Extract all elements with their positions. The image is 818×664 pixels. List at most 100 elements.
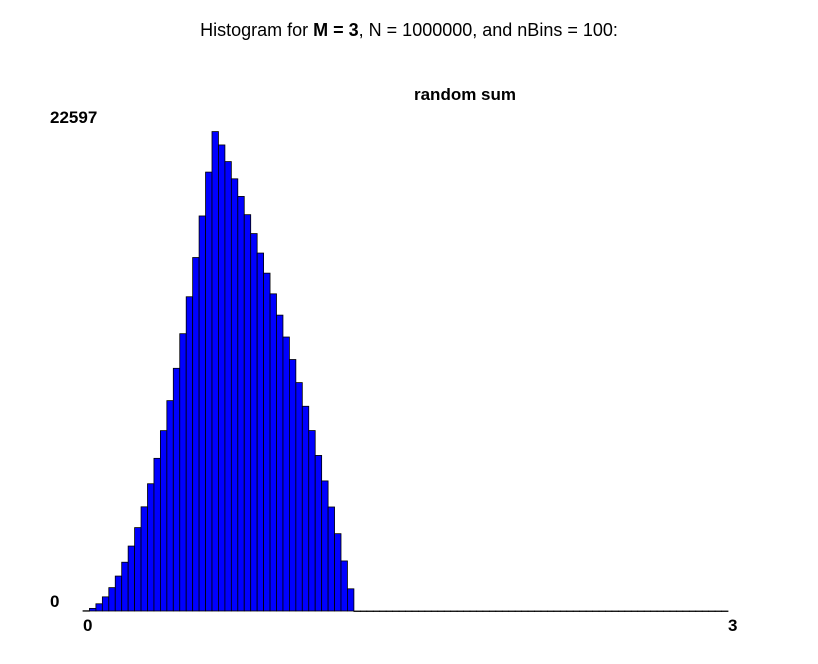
histogram-bar-26 xyxy=(243,214,252,612)
histogram-bar-89 xyxy=(650,610,658,612)
histogram-bar-78 xyxy=(579,610,587,612)
histogram-bar-84 xyxy=(617,610,626,612)
x-tick-label-min: 0 xyxy=(83,616,92,635)
histogram-bar-41 xyxy=(340,560,348,612)
histogram-bar-77 xyxy=(572,610,581,612)
histogram-bar-82 xyxy=(605,610,613,612)
x-tick-label-max: 3 xyxy=(728,616,737,635)
histogram-bar-76 xyxy=(566,610,574,612)
histogram-bar-54 xyxy=(424,610,432,612)
histogram-bar-75 xyxy=(559,610,568,612)
histogram-bar-32 xyxy=(282,336,290,612)
histogram-bar-35 xyxy=(301,405,310,612)
histogram-bar-13 xyxy=(159,430,168,612)
histogram-bar-79 xyxy=(585,610,593,612)
histogram-bar-90 xyxy=(656,610,664,612)
heading-suffix: , N = 1000000, and nBins = 100: xyxy=(358,20,618,40)
chart-title: random sum xyxy=(414,85,516,104)
histogram-bar-49 xyxy=(392,610,400,612)
histogram-bar-93 xyxy=(676,610,684,612)
histogram-bar-53 xyxy=(417,610,426,612)
histogram-bar-15 xyxy=(172,367,181,612)
histogram-bar-7 xyxy=(121,561,129,612)
histogram-bar-3 xyxy=(95,603,103,612)
histogram-bar-27 xyxy=(250,233,258,612)
histogram-bar-69 xyxy=(521,610,529,612)
histogram-bar-18 xyxy=(192,257,200,612)
histogram-bar-39 xyxy=(327,506,335,612)
histogram-bar-59 xyxy=(456,610,464,612)
histogram-bar-50 xyxy=(398,610,406,612)
histogram-bar-17 xyxy=(185,296,194,612)
histogram-bar-83 xyxy=(611,610,619,612)
histogram-bar-74 xyxy=(553,610,561,612)
histogram-bar-58 xyxy=(450,610,458,612)
histogram-bar-30 xyxy=(269,293,277,612)
histogram-bar-10 xyxy=(140,506,148,612)
histogram-bar-67 xyxy=(508,610,516,612)
histogram-bar-88 xyxy=(643,610,652,612)
histogram-bar-38 xyxy=(321,480,329,612)
histogram-bar-70 xyxy=(527,610,535,612)
histogram-bar-47 xyxy=(379,610,387,612)
histogram-bar-48 xyxy=(385,610,393,612)
histogram-bar-97 xyxy=(701,610,710,612)
histogram-bar-52 xyxy=(411,610,419,612)
histogram-bar-33 xyxy=(288,359,297,612)
histogram-bar-98 xyxy=(708,610,716,612)
histogram-bar-56 xyxy=(437,610,445,612)
histogram-bar-92 xyxy=(669,610,677,612)
histogram-bar-16 xyxy=(179,333,187,612)
histogram-bar-31 xyxy=(276,314,284,612)
bars-group xyxy=(82,131,729,612)
histogram-bar-85 xyxy=(624,610,632,612)
histogram-bar-86 xyxy=(630,610,639,612)
histogram-bar-21 xyxy=(211,131,219,612)
y-tick-label-min: 0 xyxy=(50,592,59,611)
histogram-bar-99 xyxy=(714,610,722,612)
histogram-bar-40 xyxy=(334,533,342,612)
histogram-bar-22 xyxy=(218,144,226,612)
histogram-bar-63 xyxy=(482,610,490,612)
histogram-bar-68 xyxy=(514,610,523,612)
histogram-bar-72 xyxy=(540,610,548,612)
histogram-bar-43 xyxy=(353,610,361,612)
histogram-bar-23 xyxy=(224,161,232,612)
histogram-bar-96 xyxy=(695,610,703,612)
histogram-bar-8 xyxy=(127,545,135,612)
histogram-bar-6 xyxy=(114,575,123,612)
heading-prefix: Histogram for xyxy=(200,20,314,40)
histogram-bar-25 xyxy=(237,196,245,612)
chart-heading: Histogram for M = 3, N = 1000000, and nB… xyxy=(0,20,818,41)
histogram-bar-24 xyxy=(230,178,239,612)
histogram-bar-91 xyxy=(663,610,671,612)
histogram-bar-44 xyxy=(359,610,368,612)
histogram-bar-1 xyxy=(82,610,90,612)
histogram-bar-37 xyxy=(314,455,323,612)
histogram-bar-65 xyxy=(495,610,503,612)
histogram-bar-64 xyxy=(488,610,497,612)
histogram-bar-81 xyxy=(598,610,606,612)
histogram-bar-95 xyxy=(688,610,697,612)
histogram-bar-57 xyxy=(443,610,452,612)
histogram-bar-11 xyxy=(147,483,155,612)
histogram-bar-71 xyxy=(534,610,542,612)
histogram-bar-45 xyxy=(366,610,374,612)
histogram-bar-29 xyxy=(263,272,271,612)
histogram-bar-62 xyxy=(476,610,484,612)
histogram-bar-12 xyxy=(153,457,161,612)
histogram-bar-28 xyxy=(256,252,264,612)
histogram-bar-34 xyxy=(295,382,303,612)
histogram-bar-73 xyxy=(547,610,555,612)
histogram-bar-46 xyxy=(372,610,381,612)
histogram-bar-2 xyxy=(89,607,97,612)
histogram-bar-87 xyxy=(637,610,645,612)
heading-bold-m: M = 3 xyxy=(313,20,359,40)
histogram-bar-94 xyxy=(682,610,690,612)
histogram-bar-14 xyxy=(166,400,174,612)
histogram-bar-100 xyxy=(721,610,729,612)
histogram-bar-36 xyxy=(308,430,316,612)
histogram-bar-80 xyxy=(592,610,600,612)
histogram-bar-60 xyxy=(463,610,471,612)
